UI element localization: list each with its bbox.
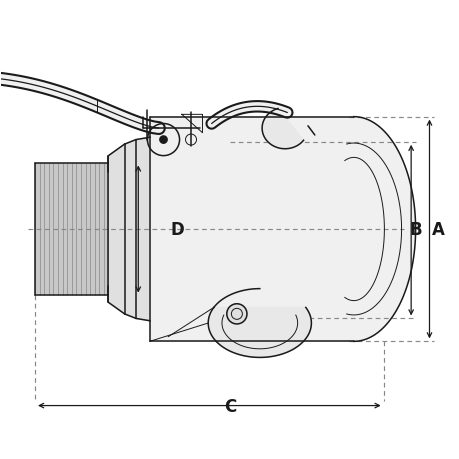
Text: B: B (409, 220, 421, 239)
Polygon shape (108, 145, 124, 314)
Bar (35, 163, 108, 296)
Text: D: D (170, 220, 184, 239)
Circle shape (159, 137, 167, 144)
Polygon shape (136, 138, 150, 321)
Text: A: A (431, 220, 444, 239)
Polygon shape (124, 140, 136, 319)
Polygon shape (208, 308, 311, 358)
Circle shape (226, 304, 246, 324)
Polygon shape (150, 118, 415, 341)
Polygon shape (262, 109, 303, 150)
Text: C: C (224, 397, 235, 414)
